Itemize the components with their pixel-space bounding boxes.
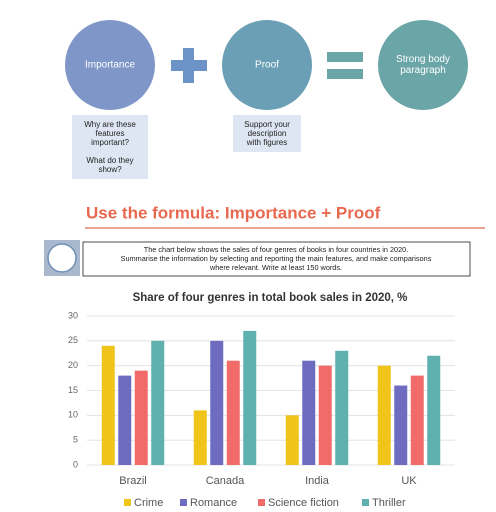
- bar: [151, 340, 165, 465]
- bar: [410, 375, 424, 465]
- legend-swatch: [180, 499, 187, 506]
- bar: [101, 345, 115, 465]
- bar: [302, 360, 316, 465]
- bar: [377, 365, 391, 465]
- note-text: important?: [91, 138, 129, 147]
- heading: Use the formula: Importance + Proof: [86, 203, 381, 222]
- y-tick-label: 20: [68, 360, 78, 370]
- x-tick-label: Brazil: [119, 475, 147, 487]
- note-text: Why are these: [84, 120, 136, 129]
- note-text: description: [248, 129, 287, 138]
- x-tick-label: Canada: [206, 475, 245, 487]
- task-box: [82, 241, 471, 277]
- note-text: with figures: [246, 138, 287, 147]
- task-text: The chart below shows the sales of four …: [144, 245, 408, 254]
- legend-label: Romance: [190, 497, 237, 509]
- term-circle: [222, 20, 312, 110]
- chart-title: Share of four genres in total book sales…: [133, 292, 408, 304]
- bar: [243, 330, 257, 465]
- term-label: Strong body: [396, 54, 450, 65]
- task-icon: [47, 243, 77, 273]
- y-tick-label: 25: [68, 335, 78, 345]
- bar: [210, 340, 224, 465]
- x-tick-label: UK: [401, 475, 417, 487]
- legend-swatch: [362, 499, 369, 506]
- term-label: Importance: [85, 60, 135, 71]
- legend-label: Science fiction: [268, 497, 339, 509]
- legend-label: Thriller: [372, 497, 406, 509]
- y-tick-label: 5: [73, 435, 78, 445]
- note-text: show?: [98, 165, 122, 174]
- bar: [226, 360, 240, 465]
- note-text: features: [96, 129, 125, 138]
- legend-swatch: [258, 499, 265, 506]
- note-box: [72, 115, 148, 179]
- term-label: paragraph: [400, 65, 446, 76]
- legend-label: Crime: [134, 497, 163, 509]
- plus-sign: [171, 48, 207, 83]
- note-box: [233, 115, 301, 152]
- term-circle: [65, 20, 155, 110]
- equals-sign: [327, 52, 363, 79]
- y-tick-label: 0: [73, 459, 78, 469]
- legend-swatch: [124, 499, 131, 506]
- note-text: Support your: [244, 120, 290, 129]
- bar: [427, 355, 441, 465]
- bar: [285, 415, 299, 465]
- bar: [193, 410, 207, 465]
- task-text: Summarise the information by selecting a…: [121, 254, 432, 263]
- y-tick-label: 30: [68, 310, 78, 320]
- term-circle: [378, 20, 468, 110]
- y-tick-label: 15: [68, 385, 78, 395]
- y-tick-label: 10: [68, 410, 78, 420]
- term-label: Proof: [255, 60, 279, 71]
- x-tick-label: India: [305, 475, 330, 487]
- bar: [118, 375, 132, 465]
- bar: [134, 370, 148, 465]
- bar: [318, 365, 332, 465]
- bar: [335, 350, 349, 465]
- bar: [394, 385, 408, 465]
- note-text: What do they: [86, 156, 133, 165]
- task-text: where relevant. Write at least 150 words…: [209, 263, 342, 272]
